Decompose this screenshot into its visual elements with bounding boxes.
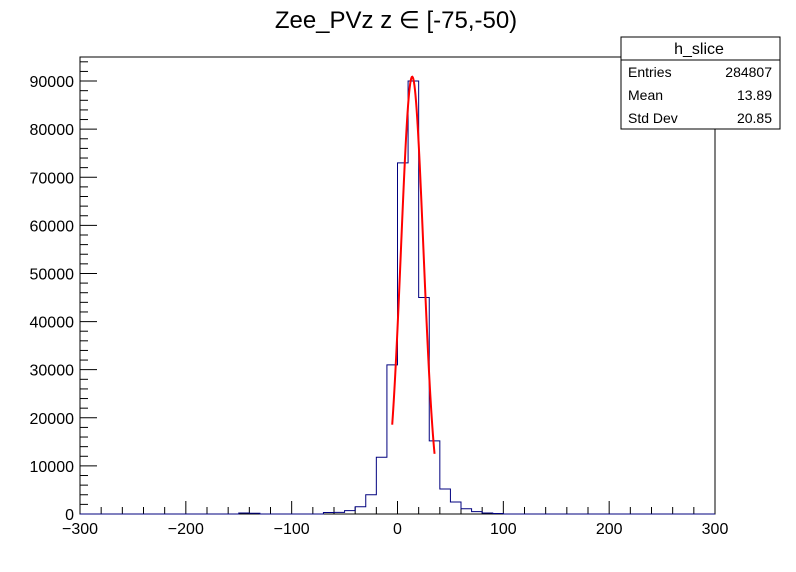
- fit-curve-group: [391, 75, 436, 454]
- stats-entries-value: 284807: [725, 64, 772, 80]
- stats-box-frame: [620, 36, 781, 130]
- x-tick-label: 0: [393, 521, 402, 538]
- x-tick-label: −300: [62, 521, 98, 538]
- x-tick-label: −100: [274, 521, 310, 538]
- x-axis-labels: −300 −200 −100 0 100 200 300: [62, 521, 728, 538]
- y-tick-label: 90000: [30, 74, 75, 91]
- x-tick-label: 100: [490, 521, 517, 538]
- y-tick-label: 0: [65, 507, 74, 524]
- stats-mean-value: 13.89: [737, 87, 772, 103]
- histogram-series: [80, 80, 715, 515]
- y-tick-label: 70000: [30, 170, 75, 187]
- y-tick-label: 40000: [30, 315, 75, 332]
- y-axis-labels: 0 10000 20000 30000 40000 50000 60000 70000 8000…: [30, 74, 75, 524]
- stats-box-title: h_slice: [674, 41, 724, 58]
- y-tick-label: 80000: [30, 122, 75, 139]
- fit-curve: [391, 75, 436, 454]
- y-tick-label: 50000: [30, 266, 75, 283]
- x-tick-label: 200: [596, 521, 623, 538]
- y-tick-label: 20000: [30, 411, 75, 428]
- stats-stddev-label: Std Dev: [628, 110, 678, 126]
- stats-mean-label: Mean: [628, 87, 663, 103]
- y-tick-label: 10000: [30, 459, 75, 476]
- chart-title: Zee_PVz z ∈ [-75,-50): [275, 7, 517, 34]
- x-tick-label: −200: [168, 521, 204, 538]
- x-tick-label: 300: [702, 521, 729, 538]
- stats-stddev-value: 20.85: [737, 110, 772, 126]
- y-tick-label: 30000: [30, 363, 75, 380]
- histogram-outline: [80, 80, 715, 515]
- y-tick-label: 60000: [30, 218, 75, 235]
- stats-entries-label: Entries: [628, 64, 672, 80]
- stats-box: h_slice Entries 284807 Mean 13.89 Std De…: [620, 36, 781, 130]
